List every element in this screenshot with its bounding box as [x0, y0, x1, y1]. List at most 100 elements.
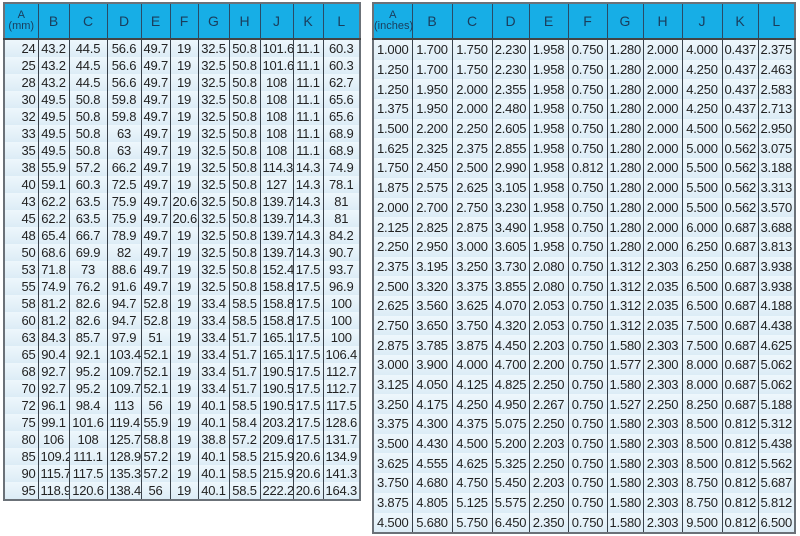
table-cell: 2.875: [372, 335, 413, 355]
table-cell: 4.125: [451, 374, 493, 395]
table-cell: 2.000: [642, 236, 683, 257]
table-cell: 2.450: [411, 158, 453, 178]
table-cell: 19: [169, 414, 199, 431]
table-cell: 60.3: [322, 39, 361, 57]
table-cell: 3.500: [372, 433, 413, 454]
table-row: 2.125 2.825 2.875 3.490 1.958 0.750 1.280 2.000…: [372, 217, 796, 237]
table-cell: 24: [3, 39, 39, 57]
table-cell: 5.325: [491, 453, 530, 474]
table-cell: 33.4: [197, 329, 230, 346]
table-cell: 4.500: [681, 118, 723, 139]
table-cell: 4.625: [757, 335, 796, 355]
table-cell: 58.8: [140, 431, 171, 448]
table-cell: 0.750: [567, 492, 608, 513]
table-cell: 114.3: [259, 159, 294, 176]
table-cell: 51.7: [228, 329, 261, 346]
table-cell: 82: [106, 244, 142, 261]
table-cell: 4.175: [411, 394, 453, 415]
table-cell: 62.2: [37, 193, 70, 210]
table-cell: 58: [3, 295, 39, 312]
table-cell: 2.000: [642, 177, 683, 198]
table-cell: 4.250: [681, 79, 723, 100]
table-cell: 49.7: [140, 210, 171, 227]
table-cell: 8.500: [681, 433, 723, 454]
table-cell: 81: [322, 210, 361, 227]
table-cell: 1.958: [528, 39, 569, 60]
table-cell: 5.500: [681, 177, 723, 198]
table-cell: 50.8: [228, 125, 261, 142]
table-cell: 4.950: [491, 394, 530, 415]
table-cell: 62.7: [322, 74, 361, 91]
table-row: 58 81.2 82.6 94.7 52.8 19 33.4 58.5 158.8 17.5 100: [3, 295, 361, 312]
table-cell: 7.500: [681, 315, 723, 336]
table-cell: 6.450: [491, 512, 530, 534]
table-cell: 3.900: [411, 355, 453, 375]
table-cell: 8.750: [681, 492, 723, 513]
table-cell: 90.4: [37, 346, 70, 363]
table-cell: 68.9: [322, 142, 361, 159]
table-cell: 2.203: [528, 433, 569, 454]
table-cell: 49.7: [140, 261, 171, 278]
table-cell: 68.6: [37, 244, 70, 261]
table-cell: 209.6: [259, 431, 294, 448]
table-cell: 33.4: [197, 295, 230, 312]
table-cell: 11.1: [292, 39, 324, 57]
table-cell: 2.463: [757, 59, 796, 80]
table-cell: 4.825: [491, 374, 530, 395]
table-cell: 4.250: [451, 394, 493, 415]
table-cell: 5.500: [681, 158, 723, 178]
table-cell: 2.000: [451, 99, 493, 119]
table-cell: 32.5: [197, 244, 230, 261]
table-cell: 1.280: [606, 99, 644, 119]
table-cell: 2.250: [642, 394, 683, 415]
table-cell: 2.000: [642, 138, 683, 159]
table-cell: 0.687: [721, 374, 759, 395]
table-cell: 50.8: [228, 210, 261, 227]
table-cell: 0.750: [567, 512, 608, 534]
table-cell: 2.230: [491, 59, 530, 80]
table-cell: 1.577: [606, 355, 644, 375]
table-cell: 43.2: [37, 39, 70, 57]
table-cell: 2.855: [491, 138, 530, 159]
table-cell: 19: [169, 108, 199, 125]
table-cell: 49.5: [37, 108, 70, 125]
table-cell: 49.5: [37, 125, 70, 142]
table-cell: 2.000: [642, 217, 683, 237]
table-cell: 0.750: [567, 79, 608, 100]
table-cell: 1.280: [606, 177, 644, 198]
table-cell: 0.750: [567, 315, 608, 336]
table-cell: 49.7: [140, 39, 171, 57]
table-cell: 4.000: [681, 39, 723, 60]
table-cell: 19: [169, 363, 199, 380]
inch-dimensions-table: A (inches) B C D E F G H J K L 1.000 1.700 1.750 2.230…: [372, 2, 796, 535]
table-cell: 19: [169, 125, 199, 142]
table-cell: 8.750: [681, 473, 723, 493]
table-cell: 8.000: [681, 355, 723, 375]
table-cell: 58.5: [228, 295, 261, 312]
table-row: 3.000 3.900 4.000 4.700 2.200 0.750 1.577 2.300…: [372, 355, 796, 375]
table-cell: 127: [259, 176, 294, 193]
table-row: 3.250 4.175 4.250 4.950 2.267 0.750 1.527 2.250…: [372, 394, 796, 415]
column-header-g: G: [606, 3, 644, 40]
table-cell: 17.5: [292, 295, 324, 312]
table-cell: 106.4: [322, 346, 361, 363]
table-cell: 2.625: [451, 177, 493, 198]
table-cell: 141.3: [322, 465, 361, 482]
table-cell: 14.3: [292, 227, 324, 244]
table-cell: 215.9: [259, 448, 294, 465]
table-cell: 71.8: [37, 261, 70, 278]
table-cell: 1.958: [528, 197, 569, 218]
table-cell: 50.8: [228, 278, 261, 295]
table-cell: 60.3: [68, 176, 108, 193]
table-cell: 5.125: [451, 492, 493, 513]
table-cell: 28: [3, 74, 39, 91]
table-cell: 128.6: [322, 414, 361, 431]
column-header-l: L: [757, 3, 796, 40]
table-cell: 131.7: [322, 431, 361, 448]
table-cell: 50.8: [228, 74, 261, 91]
table-cell: 2.053: [528, 315, 569, 336]
table-cell: 19: [169, 227, 199, 244]
table-cell: 40.1: [197, 414, 230, 431]
table-cell: 50.8: [228, 261, 261, 278]
table-cell: 40: [3, 176, 39, 193]
